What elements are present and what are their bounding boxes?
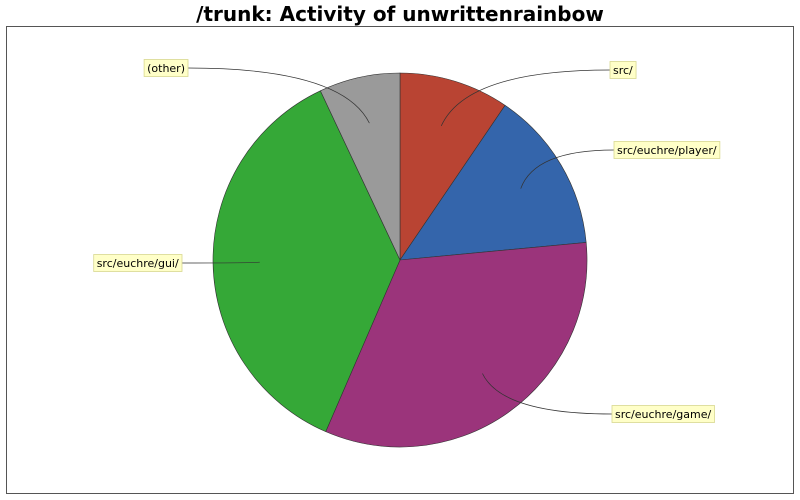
slice-label-text: src/euchre/game/ xyxy=(615,408,711,421)
slice-label-other: (other) xyxy=(144,60,188,77)
pie-slices xyxy=(213,73,587,447)
slice-label-text: (other) xyxy=(147,62,185,75)
slice-label-src: src/ xyxy=(610,62,636,79)
slice-label-text: src/euchre/gui/ xyxy=(97,257,179,270)
slice-label-text: src/ xyxy=(613,64,633,77)
slice-label-src-euchre-player: src/euchre/player/ xyxy=(614,142,720,159)
slice-label-src-euchre-game: src/euchre/game/ xyxy=(612,406,714,423)
slice-label-src-euchre-gui: src/euchre/gui/ xyxy=(94,255,182,272)
slice-label-text: src/euchre/player/ xyxy=(617,144,717,157)
